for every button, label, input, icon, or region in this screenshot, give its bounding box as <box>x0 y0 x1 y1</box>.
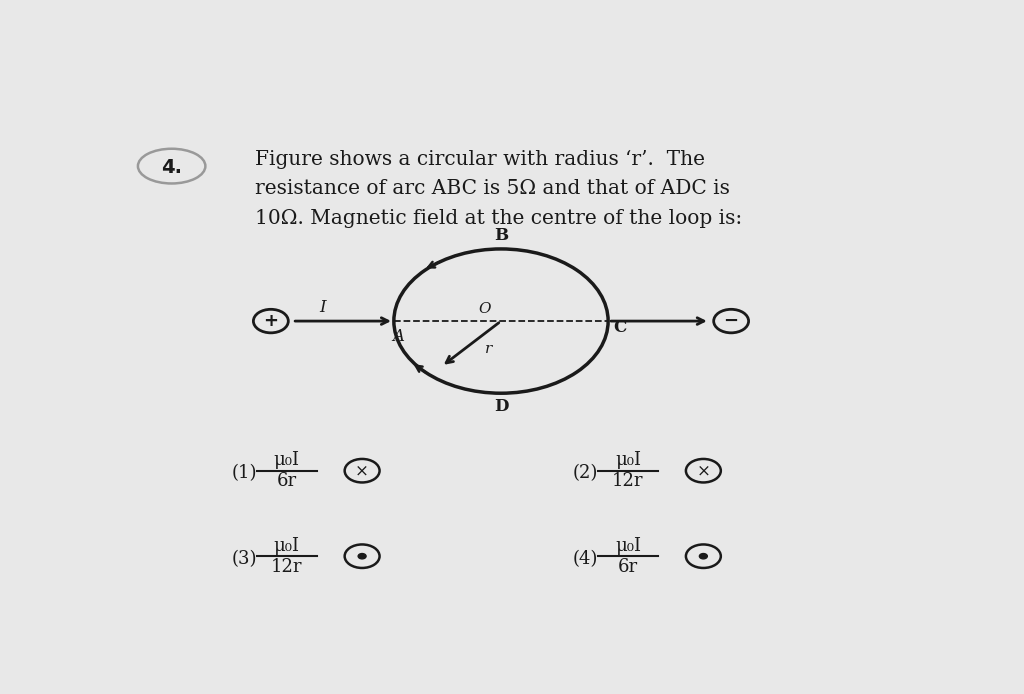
Text: r: r <box>485 342 493 356</box>
Text: −: − <box>724 312 738 330</box>
Text: μ₀I: μ₀I <box>273 536 300 555</box>
Circle shape <box>358 554 367 559</box>
Text: (2): (2) <box>572 464 598 482</box>
Text: (3): (3) <box>231 550 257 568</box>
Text: 10Ω. Magnetic field at the centre of the loop is:: 10Ω. Magnetic field at the centre of the… <box>255 209 742 228</box>
Text: (1): (1) <box>231 464 257 482</box>
Text: μ₀I: μ₀I <box>615 536 641 555</box>
Text: B: B <box>494 227 508 244</box>
Text: ×: × <box>355 462 369 479</box>
Circle shape <box>699 554 708 559</box>
Text: I: I <box>319 299 326 316</box>
Text: resistance of arc ABC is 5Ω and that of ADC is: resistance of arc ABC is 5Ω and that of … <box>255 180 730 198</box>
Text: Figure shows a circular with radius ‘r’.  The: Figure shows a circular with radius ‘r’.… <box>255 150 705 169</box>
Text: C: C <box>613 319 627 336</box>
Text: A: A <box>392 328 403 344</box>
Text: 12r: 12r <box>271 558 302 576</box>
Text: 4.: 4. <box>161 158 182 177</box>
Text: O: O <box>479 303 492 316</box>
Text: μ₀I: μ₀I <box>615 451 641 469</box>
Text: μ₀I: μ₀I <box>273 451 300 469</box>
Text: +: + <box>263 312 279 330</box>
Text: 12r: 12r <box>612 473 644 491</box>
Text: D: D <box>494 398 508 415</box>
Text: 6r: 6r <box>617 558 638 576</box>
Text: (4): (4) <box>572 550 598 568</box>
Text: ×: × <box>696 462 711 479</box>
Text: 6r: 6r <box>276 473 297 491</box>
